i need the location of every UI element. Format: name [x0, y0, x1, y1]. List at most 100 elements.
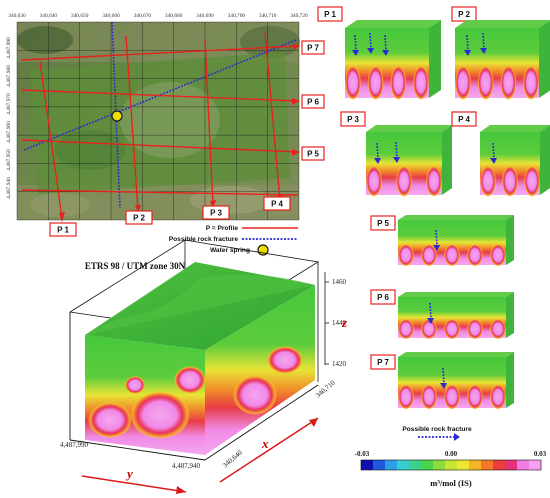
- colorbar: -0.03 0.00 0.03 m³/mol (IS): [355, 450, 547, 488]
- slice-fracture-arrowhead: [464, 50, 471, 56]
- profile-label-text: P 5: [307, 150, 319, 159]
- slice-anomaly: [367, 65, 384, 101]
- map-y-tick-label: 4,487,980: [6, 65, 12, 87]
- colorbar-max-label: 0.03: [534, 450, 547, 458]
- colorbar-cell: [517, 460, 530, 470]
- colorbar-cell: [385, 460, 398, 470]
- profile-slice-4: P 4: [451, 111, 550, 197]
- slice-anomaly: [502, 165, 518, 197]
- profile-slice-7: P 7: [370, 352, 514, 410]
- block-side-face: [205, 285, 315, 455]
- colorbar-cell: [457, 460, 470, 470]
- slice-side-face: [506, 292, 514, 338]
- slice-fracture-label: Possible rock fracture: [402, 426, 472, 433]
- y-tick-label: 4,487,940: [172, 462, 201, 470]
- slice-anomaly: [413, 65, 429, 101]
- slice-anomaly: [421, 318, 437, 340]
- slice-top-face: [398, 292, 514, 297]
- map-y-tick-label: 4,487,960: [6, 121, 12, 143]
- slice-anomaly: [444, 318, 460, 340]
- y-axis-label: y: [125, 466, 133, 481]
- map-x-tick-label: 340,700: [228, 13, 246, 19]
- slice-anomaly: [477, 65, 494, 101]
- slice-fracture-arrow: [384, 34, 387, 52]
- slice-anomaly: [444, 243, 460, 267]
- colorbar-units: m³/mol (IS): [430, 478, 472, 488]
- slice-anomaly: [524, 165, 540, 197]
- slice-fracture-legend: Possible rock fracture: [402, 426, 472, 441]
- fracture-line: [23, 39, 297, 151]
- slice-anomaly: [398, 384, 414, 410]
- colorbar-mid-label: 0.00: [445, 450, 458, 458]
- slice-side-face: [506, 352, 514, 408]
- slice-anomaly: [480, 165, 496, 197]
- slice-top-face: [398, 352, 514, 357]
- slice-top-face: [480, 125, 550, 132]
- profile-line-p2: [125, 35, 139, 211]
- block-wireframe-front: [69, 312, 319, 461]
- profile-label-text: P 3: [210, 209, 222, 218]
- colorbar-cell: [505, 460, 518, 470]
- slice-fracture-arrow: [442, 367, 445, 385]
- slice-fracture-arrowhead: [352, 50, 359, 56]
- slice-label-box: [317, 6, 343, 22]
- slice-fracture-arrowhead: [440, 383, 447, 389]
- slice-fracture-arrow: [429, 302, 432, 320]
- slice-label-text: P 4: [458, 115, 470, 124]
- water-spring-marker: [111, 110, 123, 122]
- x-axis-arrow: [219, 417, 319, 483]
- slice-anomaly: [421, 243, 437, 267]
- profile-label-p2: P 2: [125, 210, 153, 225]
- map-x-tick-label: 340,690: [196, 13, 214, 19]
- profile-slice-5: P 5: [370, 215, 514, 267]
- y-axis-arrow: [81, 475, 187, 493]
- colorbar-cell: [373, 460, 386, 470]
- colorbar-cell: [361, 460, 374, 470]
- map-x-tick-label: 340,680: [165, 13, 183, 19]
- slice-label-text: P 7: [377, 358, 389, 367]
- colorbar-cell: [433, 460, 446, 470]
- slice-fracture-arrow: [369, 32, 372, 50]
- profile-label-text: P 1: [57, 226, 69, 235]
- profile-slice-3: P 3: [340, 111, 452, 197]
- slice-fracture-arrow: [395, 141, 398, 159]
- slice-label-text: P 5: [377, 219, 389, 228]
- slice-side-face: [506, 215, 514, 265]
- slice-side-face: [539, 20, 550, 98]
- y-tick-label: 4,487,990: [60, 441, 89, 449]
- slice-top-face: [398, 215, 514, 220]
- slice-anomaly: [467, 384, 483, 410]
- profile-label-text: P 6: [307, 98, 319, 107]
- colorbar-cell: [397, 460, 410, 470]
- profile-line-p5b: [21, 189, 299, 196]
- slice-anomaly: [396, 165, 412, 197]
- slice-label-box: [370, 215, 396, 231]
- profile-slices: P 1 P 2 P 3 P 4 P 5 P 6 P 7: [317, 6, 550, 410]
- map-y-tick-label: 4,487,940: [6, 177, 12, 199]
- slice-fracture-arrowhead: [427, 318, 434, 324]
- map-grid: [16, 21, 300, 221]
- profile-line-p5: [21, 139, 299, 153]
- slice-fracture-arrow: [492, 142, 495, 160]
- slice-anomaly: [345, 65, 361, 101]
- map-x-tick-label: 340,670: [134, 13, 152, 19]
- slice-label-box: [451, 6, 477, 22]
- map-x-tick-label: 340,630: [8, 13, 26, 19]
- z-tick-label: 1440: [332, 319, 347, 327]
- slice-anomaly: [467, 318, 483, 340]
- slice-anomaly: [490, 318, 506, 340]
- slice-top-face: [366, 125, 452, 132]
- slice-fracture-arrow: [435, 229, 438, 247]
- map-x-tick-label: 340,720: [290, 13, 308, 19]
- slice-fracture-arrowhead: [367, 48, 374, 54]
- slice-anomaly: [390, 65, 407, 101]
- slice-label-box: [370, 289, 396, 305]
- x-tick-label: 340,710: [314, 378, 337, 399]
- slice-anomaly: [398, 243, 414, 267]
- profile-line-p7: [21, 45, 299, 61]
- map-y-tick-label: 4,487,990: [6, 37, 12, 59]
- slice-label-box: [370, 354, 396, 370]
- map-y-tick-label: 4,487,950: [6, 149, 12, 171]
- z-tick-label: 1460: [332, 278, 347, 286]
